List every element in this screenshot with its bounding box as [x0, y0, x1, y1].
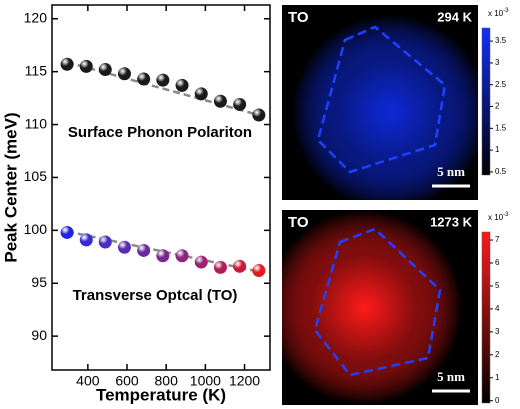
- data-point: [213, 94, 227, 108]
- annotation: Transverse Optcal (TO): [73, 287, 238, 304]
- colorbar-tick-label: 3: [495, 58, 500, 67]
- colorbar-tick-label: 1.5: [495, 123, 507, 132]
- colorbar-exponent-base: x 10: [488, 9, 504, 18]
- colorbar-tick-label: 3.5: [495, 36, 507, 45]
- data-point: [194, 87, 208, 101]
- colorbar-tick-label: 6: [495, 258, 500, 267]
- y-tick-label: 95: [31, 274, 47, 290]
- data-point: [175, 249, 189, 263]
- colorbar: [481, 231, 491, 404]
- data-point: [98, 63, 112, 77]
- data-point: [156, 249, 170, 263]
- fit-line: [66, 60, 260, 117]
- data-point: [252, 108, 266, 122]
- colorbar-tick-label: 2: [495, 102, 500, 111]
- data-point: [60, 225, 74, 239]
- data-point: [79, 59, 93, 73]
- y-tick-label: 105: [24, 168, 48, 184]
- colorbar-tick-label: 1: [495, 373, 500, 382]
- colorbar-tick-label: 3: [495, 327, 500, 336]
- data-point: [194, 255, 208, 269]
- colorbar-exponent-power: -3: [503, 212, 509, 218]
- data-point: [117, 240, 131, 254]
- x-tick-label: 1200: [229, 373, 260, 389]
- plot-frame: [51, 4, 271, 371]
- data-point: [117, 67, 131, 81]
- colorbar-exponent-power: -3: [503, 8, 509, 14]
- data-point: [252, 264, 266, 278]
- y-axis-label: Peak Center (meV): [1, 112, 20, 262]
- data-point: [137, 243, 151, 257]
- colorbar-tick-label: 4: [495, 304, 500, 313]
- colorbar-exponent: x 10-3: [488, 8, 509, 19]
- data-point: [233, 97, 247, 111]
- colorbar-tick-label: 1: [495, 145, 500, 154]
- data-point: [137, 72, 151, 86]
- scale-bar-label: 5 nm: [437, 164, 465, 179]
- colorbar-tick-label: 2: [495, 350, 500, 359]
- heatmap-intensity: [282, 210, 478, 405]
- colorbar-exponent: x 10-3: [488, 212, 509, 223]
- data-point: [213, 260, 227, 274]
- y-tick-label: 110: [25, 115, 48, 131]
- panel-label: TO: [288, 9, 309, 26]
- heatmap-intensity: [282, 5, 478, 200]
- y-tick-label: 115: [25, 62, 48, 78]
- data-point: [233, 259, 247, 273]
- annotation: Surface Phonon Polariton: [68, 124, 252, 141]
- y-tick-label: 120: [24, 9, 48, 25]
- particle-outline: [316, 25, 447, 174]
- colorbar: [481, 27, 491, 176]
- colorbar-exponent-base: x 10: [488, 213, 504, 222]
- data-point: [98, 235, 112, 249]
- x-tick-label: 600: [115, 373, 139, 389]
- scale-bar-label: 5 nm: [437, 369, 465, 384]
- colorbar-tick-label: 2.5: [495, 80, 507, 89]
- y-tick-label: 90: [31, 327, 47, 343]
- colorbar-tick-label: 5: [495, 281, 500, 290]
- data-point: [175, 78, 189, 92]
- colorbar-tick-label: 7: [495, 235, 500, 244]
- panel-label: TO: [288, 214, 309, 231]
- temperature-label: 294 K: [437, 9, 472, 24]
- x-tick-label: 400: [76, 373, 100, 389]
- colorbar-tick-label: 0.5: [495, 167, 507, 176]
- data-point: [79, 233, 93, 247]
- colorbar-tick-label: 0: [495, 396, 500, 405]
- temperature-label: 1273 K: [430, 214, 473, 229]
- data-point: [60, 57, 74, 71]
- x-axis-label: Temperature (K): [96, 385, 226, 404]
- x-tick-label: 1000: [190, 373, 221, 389]
- data-point: [156, 73, 170, 87]
- y-tick-label: 100: [24, 221, 48, 237]
- x-tick-label: 800: [155, 373, 179, 389]
